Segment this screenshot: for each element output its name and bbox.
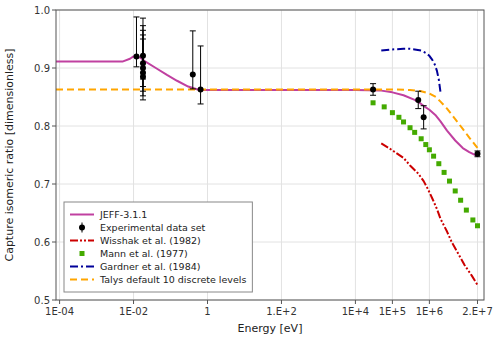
- x-tick-label: 1.E+2: [266, 306, 297, 317]
- series-point: [423, 142, 428, 147]
- legend: JEFF-3.1.1 Experimental data set Wisshak e…: [64, 202, 252, 292]
- error-bar: [370, 84, 376, 96]
- x-tick-label: 1E+6: [416, 306, 443, 317]
- x-tick-label: 1E-04: [45, 306, 74, 317]
- series-point: [390, 110, 395, 115]
- grid-line-x: [59, 10, 60, 300]
- grid-line-y: [56, 68, 484, 69]
- grid-line-x: [429, 10, 430, 300]
- series-point: [447, 179, 452, 184]
- grid: [56, 10, 484, 300]
- series-point: [464, 208, 469, 213]
- legend-swatch: [79, 225, 85, 231]
- grid-line-y: [56, 126, 484, 127]
- x-tick: [392, 300, 393, 304]
- error-bar: [190, 31, 196, 89]
- error-bar: [198, 46, 204, 104]
- grid-line-x: [281, 10, 282, 300]
- x-tick: [133, 300, 134, 304]
- series-point: [396, 115, 401, 120]
- legend-swatch: [70, 279, 94, 281]
- series-line: [381, 143, 477, 285]
- series-point: [198, 86, 204, 92]
- x-tick: [477, 300, 478, 304]
- series-point: [419, 136, 424, 141]
- y-tick-label: 0.7: [34, 179, 50, 190]
- legend-swatch: [80, 251, 85, 256]
- x-tick-label: 2.E+7: [462, 306, 493, 317]
- series-point: [408, 125, 413, 130]
- series-point: [458, 198, 463, 203]
- series-point: [140, 74, 146, 80]
- error-bar: [140, 39, 146, 100]
- grid-line-y: [56, 184, 484, 185]
- y-tick: [52, 184, 56, 185]
- series-point: [470, 217, 475, 222]
- x-tick-label: 1E+5: [379, 306, 406, 317]
- x-tick: [355, 300, 356, 304]
- x-tick-label: 1E+4: [342, 306, 369, 317]
- series-point: [421, 114, 427, 120]
- legend-swatch: [70, 266, 94, 268]
- y-tick: [52, 10, 56, 11]
- y-tick-label: 0.5: [34, 295, 50, 306]
- series-line: [56, 89, 477, 148]
- legend-label: Gardner et al. (1984): [100, 261, 200, 272]
- series-point: [412, 130, 417, 135]
- legend-items: JEFF-3.1.1 Experimental data set Wisshak e…: [70, 209, 246, 285]
- series-line: [381, 49, 440, 93]
- x-tick: [59, 300, 60, 304]
- legend-label: Talys default 10 discrete levels: [99, 274, 246, 285]
- y-axis-label: Capture isomeric ratio [dimensionless]: [3, 48, 16, 261]
- x-tick: [281, 300, 282, 304]
- error-bar: [133, 17, 139, 67]
- series-point: [431, 154, 436, 159]
- y-tick: [52, 126, 56, 127]
- x-axis-label: Energy [eV]: [238, 322, 303, 335]
- series-point: [474, 151, 480, 157]
- x-tick: [429, 300, 430, 304]
- y-tick-label: 1.0: [34, 5, 50, 16]
- y-tick-label: 0.6: [34, 237, 50, 248]
- error-bar: [415, 91, 421, 108]
- legend-frame: [64, 202, 252, 292]
- series-point: [401, 119, 406, 124]
- series-point: [133, 53, 139, 59]
- series-line: [56, 56, 477, 156]
- series-point: [415, 97, 421, 103]
- plot-frame: [56, 10, 484, 300]
- x-tick-label: 1: [204, 306, 210, 317]
- y-tick: [52, 300, 56, 301]
- legend-label: Wisshak et al. (1982): [100, 235, 201, 246]
- grid-line-x: [355, 10, 356, 300]
- series-point: [436, 161, 441, 166]
- series-point: [453, 188, 458, 193]
- x-tick-label: 1E-02: [119, 306, 148, 317]
- grid-line-x: [392, 10, 393, 300]
- marks: [56, 17, 480, 285]
- series-point: [427, 147, 432, 152]
- y-tick-label: 0.9: [34, 63, 50, 74]
- series-point: [371, 100, 376, 105]
- axes: 1E-04 1E-02 1 1.E+2 1E+4 1E+5 1E+6 2.E+7 0.5 0.6 0…: [34, 5, 493, 318]
- error-bar: [421, 106, 427, 129]
- legend-label: JEFF-3.1.1: [99, 209, 147, 220]
- series-point: [382, 104, 387, 109]
- y-tick-label: 0.8: [34, 121, 50, 132]
- series-point: [190, 71, 196, 77]
- series-point: [370, 86, 376, 92]
- error-bar: [474, 151, 480, 157]
- legend-swatch: [70, 214, 94, 216]
- y-tick: [52, 242, 56, 243]
- series-point: [475, 223, 480, 228]
- y-tick: [52, 68, 56, 69]
- legend-label: Mann et al. (1977): [100, 248, 188, 259]
- plot-background: [56, 10, 484, 300]
- legend-label: Experimental data set: [100, 222, 206, 233]
- series-point: [442, 170, 447, 175]
- legend-swatch: [70, 240, 94, 242]
- x-tick: [207, 300, 208, 304]
- chart: 1E-04 1E-02 1 1.E+2 1E+4 1E+5 1E+6 2.E+7 0.5 0.6 0…: [0, 0, 500, 340]
